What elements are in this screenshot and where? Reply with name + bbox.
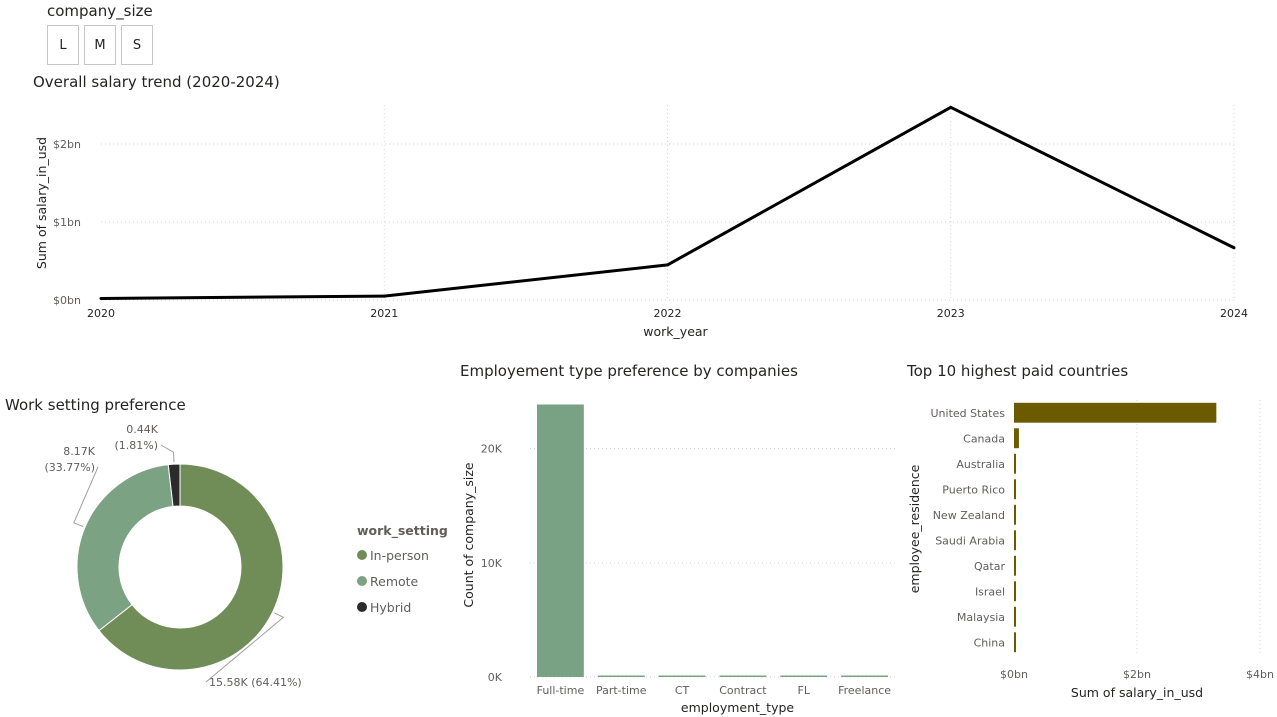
bar-china xyxy=(1014,632,1016,653)
bar-puerto-rico xyxy=(1014,479,1016,500)
salary-trend-line-chart[interactable]: $0bn $1bn $2bn 2020 2021 2022 2023 2024 work_yea… xyxy=(0,95,1277,345)
company-size-slicer: L M S xyxy=(47,25,153,65)
x-tick-label: 2023 xyxy=(937,307,965,320)
y-tick-label: 0K xyxy=(488,671,503,684)
donut-slice-hybrid xyxy=(167,463,181,507)
y-tick-label: United States xyxy=(931,407,1006,420)
bar-malaysia xyxy=(1014,606,1016,627)
y-tick-label: Qatar xyxy=(974,560,1005,573)
legend-dot-in-person xyxy=(357,550,367,560)
y-tick-label: $2bn xyxy=(53,138,81,151)
y-tick-label: China xyxy=(974,636,1005,649)
legend-label: In-person xyxy=(370,547,429,563)
y-tick-label: New Zealand xyxy=(933,509,1005,522)
work-setting-donut-chart[interactable]: 15.58K (64.41%) 8.17K (33.77%) 0.44K (1.81%) xyxy=(0,420,340,717)
x-tick-label: Full-time xyxy=(537,684,585,697)
bar-israel xyxy=(1014,581,1016,602)
slicer-option-m[interactable]: M xyxy=(84,25,116,65)
bar-freelance xyxy=(841,675,889,677)
work-setting-legend: work_setting In-person Remote Hybrid xyxy=(357,523,448,620)
slice-data-label: 0.44K xyxy=(126,423,158,436)
slicer-option-s[interactable]: S xyxy=(121,25,153,65)
bar-saudi-arabia xyxy=(1014,530,1016,551)
line-chart-title: Overall salary trend (2020-2024) xyxy=(33,73,280,91)
x-tick-label: 2022 xyxy=(654,307,682,320)
countries-chart-title: Top 10 highest paid countries xyxy=(907,362,1129,380)
y-tick-label: Australia xyxy=(956,458,1005,471)
bar-part-time xyxy=(597,675,645,677)
bar-contract xyxy=(719,675,767,677)
bar-ct xyxy=(658,675,706,677)
bar-full-time xyxy=(536,404,584,677)
y-tick-label: Israel xyxy=(975,585,1005,598)
legend-dot-remote xyxy=(357,576,367,586)
y-tick-label: Malaysia xyxy=(957,611,1005,624)
x-tick-label: $0bn xyxy=(1000,668,1028,681)
y-tick-label: Saudi Arabia xyxy=(935,534,1005,547)
x-tick-label: 2020 xyxy=(87,307,115,320)
bar-qatar xyxy=(1014,555,1016,576)
bar-united-states xyxy=(1014,402,1217,423)
x-tick-label: 2024 xyxy=(1220,307,1248,320)
y-tick-label: $1bn xyxy=(53,216,81,229)
x-axis-title: employment_type xyxy=(681,700,794,715)
y-axis-title: employee_residence xyxy=(907,464,922,593)
slice-data-label: (1.81%) xyxy=(114,439,158,452)
leader-line xyxy=(160,444,175,463)
y-axis-title: Count of company_size xyxy=(461,462,476,608)
company-size-slicer-title: company_size xyxy=(47,2,153,20)
legend-dot-hybrid xyxy=(357,602,367,612)
bar-australia xyxy=(1014,453,1016,474)
y-axis-title: Sum of salary_in_usd xyxy=(34,137,49,269)
data-point xyxy=(382,294,386,298)
x-axis-title: work_year xyxy=(643,324,708,339)
legend-item-remote[interactable]: Remote xyxy=(357,568,448,594)
legend-label: Hybrid xyxy=(370,599,412,615)
bar-canada xyxy=(1014,428,1019,449)
y-tick-label: $0bn xyxy=(53,294,81,307)
x-axis-title: Sum of salary_in_usd xyxy=(1071,685,1203,700)
x-tick-label: 2021 xyxy=(370,307,398,320)
y-tick-label: Canada xyxy=(963,432,1005,445)
legend-item-hybrid[interactable]: Hybrid xyxy=(357,594,448,620)
data-point xyxy=(1232,246,1236,250)
y-tick-label: Puerto Rico xyxy=(942,483,1005,496)
legend-title: work_setting xyxy=(357,523,448,538)
x-tick-label: CT xyxy=(675,684,690,697)
x-tick-label: $2bn xyxy=(1123,668,1151,681)
slice-data-label: 15.58K (64.41%) xyxy=(209,676,302,689)
y-tick-label: 10K xyxy=(481,557,503,570)
donut-chart-title: Work setting preference xyxy=(5,396,186,414)
data-point xyxy=(666,263,669,267)
leader-line xyxy=(205,612,285,683)
employment-chart-title: Employement type preference by companies xyxy=(460,362,798,380)
x-tick-label: Contract xyxy=(719,684,767,697)
slice-data-label: 8.17K xyxy=(63,445,95,458)
bar-fl xyxy=(780,675,828,677)
bar-new-zealand xyxy=(1014,504,1016,525)
x-tick-label: $4bn xyxy=(1246,668,1274,681)
y-tick-label: 20K xyxy=(481,443,503,456)
slicer-option-l[interactable]: L xyxy=(47,25,79,65)
employment-type-bar-chart[interactable]: 0K 10K 20K Full-time Part-time CT Contract FL Fr… xyxy=(455,385,900,717)
data-point xyxy=(949,105,953,109)
slice-data-label: (33.77%) xyxy=(44,461,95,474)
legend-label: Remote xyxy=(370,573,419,589)
data-point xyxy=(99,296,103,300)
donut-slice-remote xyxy=(76,464,174,632)
top-countries-bar-chart[interactable]: $0bn $2bn $4bn United States Canada Australia… xyxy=(900,385,1277,717)
legend-item-in-person[interactable]: In-person xyxy=(357,542,448,568)
x-tick-label: Freelance xyxy=(838,684,891,697)
x-tick-label: FL xyxy=(798,684,811,697)
leader-line xyxy=(73,466,99,528)
x-tick-label: Part-time xyxy=(596,684,647,697)
donut-slice-in-person xyxy=(98,463,284,671)
